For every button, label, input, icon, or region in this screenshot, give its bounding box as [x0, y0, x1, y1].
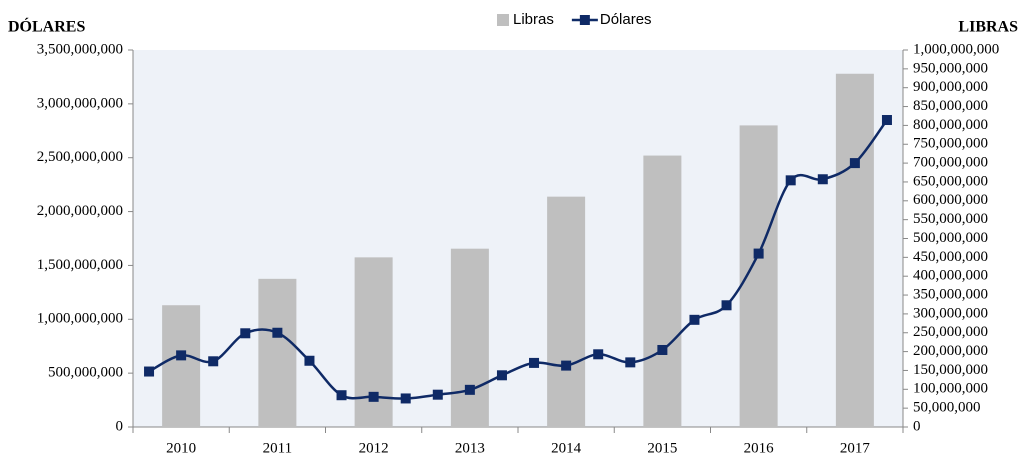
x-tick-label: 2017	[840, 440, 871, 456]
y-tick-label: 500,000,000	[48, 365, 123, 381]
marker	[593, 349, 604, 360]
marker	[464, 384, 475, 395]
y2-tick-label: 100,000,000	[913, 381, 988, 397]
x-tick-label: 2016	[744, 440, 775, 456]
bar	[450, 248, 489, 427]
y2-tick-label: 400,000,000	[913, 268, 988, 284]
x-tick-label: 2011	[263, 440, 292, 456]
y2-tick-label: 1,000,000,000	[913, 41, 999, 57]
x-tick-label: 2014	[551, 440, 582, 456]
y-tick-label: 2,500,000,000	[37, 149, 123, 165]
y2-tick-label: 550,000,000	[913, 211, 988, 227]
marker	[208, 356, 219, 367]
y2-tick-label: 250,000,000	[913, 324, 988, 340]
x-tick-label: 2012	[359, 440, 389, 456]
y2-tick-label: 800,000,000	[913, 117, 988, 133]
bar	[258, 278, 297, 427]
y-axis-title: DÓLARES	[8, 17, 85, 36]
bar	[643, 155, 682, 427]
marker	[817, 174, 828, 185]
y2-tick-label: 600,000,000	[913, 192, 988, 208]
y2-tick-label: 500,000,000	[913, 230, 988, 246]
plot-area	[133, 50, 903, 427]
legend-swatch	[579, 15, 590, 25]
marker	[881, 115, 892, 126]
marker	[336, 390, 347, 401]
y2-tick-label: 700,000,000	[913, 155, 988, 171]
marker	[304, 355, 315, 366]
y2-tick-label: 150,000,000	[913, 362, 988, 378]
y2-tick-label: 750,000,000	[913, 136, 988, 152]
legend-label: Dólares	[600, 11, 652, 28]
y-tick-label: 0	[116, 418, 124, 434]
y2-tick-label: 900,000,000	[913, 79, 988, 95]
y2-tick-label: 850,000,000	[913, 98, 988, 114]
marker	[689, 314, 700, 325]
y2-tick-label: 0	[913, 418, 921, 434]
legend-label: Libras	[513, 11, 554, 28]
x-tick-label: 2013	[455, 440, 485, 456]
y-tick-label: 1,500,000,000	[37, 257, 123, 273]
x-tick-label: 2015	[647, 440, 677, 456]
bar	[835, 73, 874, 427]
marker	[849, 158, 860, 169]
marker	[496, 370, 507, 381]
y2-tick-label: 200,000,000	[913, 343, 988, 359]
legend-swatch	[497, 14, 509, 26]
marker	[753, 248, 764, 259]
marker	[432, 389, 443, 400]
marker	[240, 328, 251, 339]
y-tick-label: 3,000,000,000	[37, 95, 123, 111]
marker	[144, 366, 155, 377]
marker	[368, 391, 379, 402]
y2-tick-label: 650,000,000	[913, 173, 988, 189]
y2-axis-title: LIBRAS	[958, 19, 1018, 36]
marker	[400, 393, 411, 404]
x-tick-label: 2010	[166, 440, 196, 456]
y2-tick-label: 450,000,000	[913, 249, 988, 265]
marker	[657, 344, 668, 355]
bar	[162, 305, 201, 427]
marker	[785, 175, 796, 186]
y2-tick-label: 350,000,000	[913, 286, 988, 302]
marker	[529, 357, 540, 368]
marker	[721, 300, 732, 311]
y-tick-label: 1,000,000,000	[37, 311, 123, 327]
marker	[176, 350, 187, 361]
marker	[625, 357, 636, 368]
y2-tick-label: 50,000,000	[913, 400, 981, 416]
bar	[547, 196, 586, 427]
y2-tick-label: 300,000,000	[913, 305, 988, 321]
marker	[272, 327, 283, 338]
y-tick-label: 3,500,000,000	[37, 41, 123, 57]
y-tick-label: 2,000,000,000	[37, 203, 123, 219]
y2-tick-label: 950,000,000	[913, 60, 988, 76]
marker	[561, 360, 572, 371]
